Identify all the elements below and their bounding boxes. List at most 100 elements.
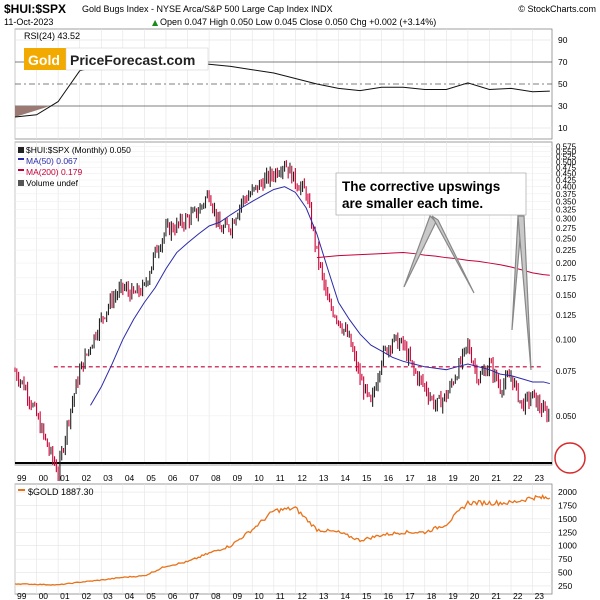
gold-year-label-06: 06 [168, 591, 178, 600]
main-tick-0.300: 0.300 [556, 214, 577, 223]
gold-year-label-09: 09 [233, 591, 243, 600]
gold-year-label-02: 02 [82, 591, 92, 600]
gold-year-label-22: 22 [513, 591, 523, 600]
rsi-tick-90: 90 [558, 35, 568, 45]
gold-year-label-05: 05 [146, 591, 156, 600]
year-label-22: 22 [513, 473, 523, 483]
year-label-11: 11 [276, 473, 285, 483]
chart-date: 11-Oct-2023 [4, 17, 53, 27]
gold-tick-500: 500 [558, 568, 572, 578]
gold-year-label-23: 23 [535, 591, 545, 600]
gold-year-label-10: 10 [254, 591, 264, 600]
year-label-18: 18 [427, 473, 437, 483]
gold-line [14, 493, 551, 586]
legend-price-swatch [18, 147, 24, 153]
gold-year-label-01: 01 [60, 591, 70, 600]
legend-ma200-swatch [18, 169, 24, 171]
year-label-10: 10 [254, 473, 264, 483]
gold-year-label-11: 11 [276, 591, 285, 600]
tick-labels: 99 99 00 00 01 01 02 02 03 03 04 04 05 05 06 06 07 07 08 08… [17, 35, 577, 600]
main-tick-0.325: 0.325 [556, 206, 577, 215]
annotation-line-1: The corrective upswings [342, 179, 500, 194]
main-tick-0.275: 0.275 [556, 224, 577, 233]
gold-panel-frame [14, 483, 553, 595]
rsi-tick-70: 70 [558, 57, 568, 67]
annotation-line-2: are smaller each time. [342, 196, 483, 211]
year-label-13: 13 [319, 473, 329, 483]
year-label-02: 02 [82, 473, 92, 483]
gold-year-label-16: 16 [384, 591, 394, 600]
year-label-03: 03 [103, 473, 113, 483]
price-series [14, 160, 552, 482]
main-tick-0.375: 0.375 [556, 190, 577, 199]
gold-tick-750: 750 [558, 554, 572, 564]
main-tick-0.550: 0.550 [556, 148, 577, 157]
gold-year-label-19: 19 [448, 591, 458, 600]
year-label-04: 04 [125, 473, 135, 483]
gold-label: $GOLD 1887.30 [28, 487, 94, 497]
rsi-tick-50: 50 [558, 79, 568, 89]
gold-year-label-12: 12 [297, 591, 307, 600]
highlight-circle [554, 442, 586, 474]
gold-year-label-14: 14 [340, 591, 350, 600]
year-label-08: 08 [211, 473, 221, 483]
gold-year-label-13: 13 [319, 591, 329, 600]
gold-series [14, 493, 551, 586]
year-label-15: 15 [362, 473, 372, 483]
main-tick-0.075: 0.075 [556, 367, 577, 376]
year-label-01: 01 [60, 473, 70, 483]
year-label-00: 00 [39, 473, 49, 483]
year-label-17: 17 [405, 473, 415, 483]
main-tick-0.175: 0.175 [556, 274, 577, 283]
ohlc-readout: Open 0.047 High 0.050 Low 0.045 Close 0.… [160, 17, 436, 27]
year-label-06: 06 [168, 473, 178, 483]
year-label-19: 19 [448, 473, 458, 483]
main-tick-0.425: 0.425 [556, 176, 577, 185]
ma200-line [316, 252, 550, 276]
annotation-arrows [403, 214, 532, 371]
logo-gold: Gold [28, 52, 60, 68]
gold-year-label-08: 08 [211, 591, 221, 600]
main-tick-0.500: 0.500 [556, 158, 577, 167]
legend-price: $HUI:$SPX (Monthly) 0.050 [26, 145, 131, 155]
gold-tick-1250: 1250 [558, 527, 577, 537]
chart-subtitle: Gold Bugs Index - NYSE Arca/S&P 500 Larg… [82, 4, 332, 14]
legend-ma50-swatch [18, 158, 24, 160]
main-tick-0.125: 0.125 [556, 311, 577, 320]
main-tick-0.350: 0.350 [556, 197, 577, 206]
chart-symbol: $HUI:$SPX [4, 2, 66, 16]
main-tick-0.225: 0.225 [556, 246, 577, 255]
main-tick-0.475: 0.475 [556, 164, 577, 173]
gold-year-label-18: 18 [427, 591, 437, 600]
legend-ma200: MA(200) 0.179 [26, 167, 82, 177]
year-label-99: 99 [17, 473, 27, 483]
ma50-line [90, 186, 550, 406]
logo-rest: PriceForecast.com [70, 52, 195, 68]
main-tick-0.400: 0.400 [556, 183, 577, 192]
year-label-16: 16 [384, 473, 394, 483]
rsi-tick-10: 10 [558, 123, 568, 133]
year-label-07: 07 [190, 473, 200, 483]
main-tick-0.200: 0.200 [556, 259, 577, 268]
year-label-20: 20 [470, 473, 480, 483]
gold-tick-2000: 2000 [558, 487, 577, 497]
gold-year-label-15: 15 [362, 591, 372, 600]
gold-year-label-04: 04 [125, 591, 135, 600]
rsi-tick-30: 30 [558, 101, 568, 111]
gold-year-label-20: 20 [470, 591, 480, 600]
gold-year-label-99: 99 [17, 591, 27, 600]
gold-year-label-07: 07 [190, 591, 200, 600]
ohlc-up-icon: ▲ [152, 18, 159, 27]
main-tick-0.150: 0.150 [556, 291, 577, 300]
year-label-12: 12 [297, 473, 307, 483]
rsi-oversold-fill [15, 106, 50, 117]
gold-tick-1750: 1750 [558, 500, 577, 510]
main-tick-0.050: 0.050 [556, 412, 577, 421]
legend-volume-swatch [18, 180, 24, 186]
main-tick-0.575: 0.575 [556, 143, 577, 152]
year-label-05: 05 [146, 473, 156, 483]
gold-year-label-00: 00 [39, 591, 49, 600]
legend-ma50: MA(50) 0.067 [26, 156, 78, 166]
